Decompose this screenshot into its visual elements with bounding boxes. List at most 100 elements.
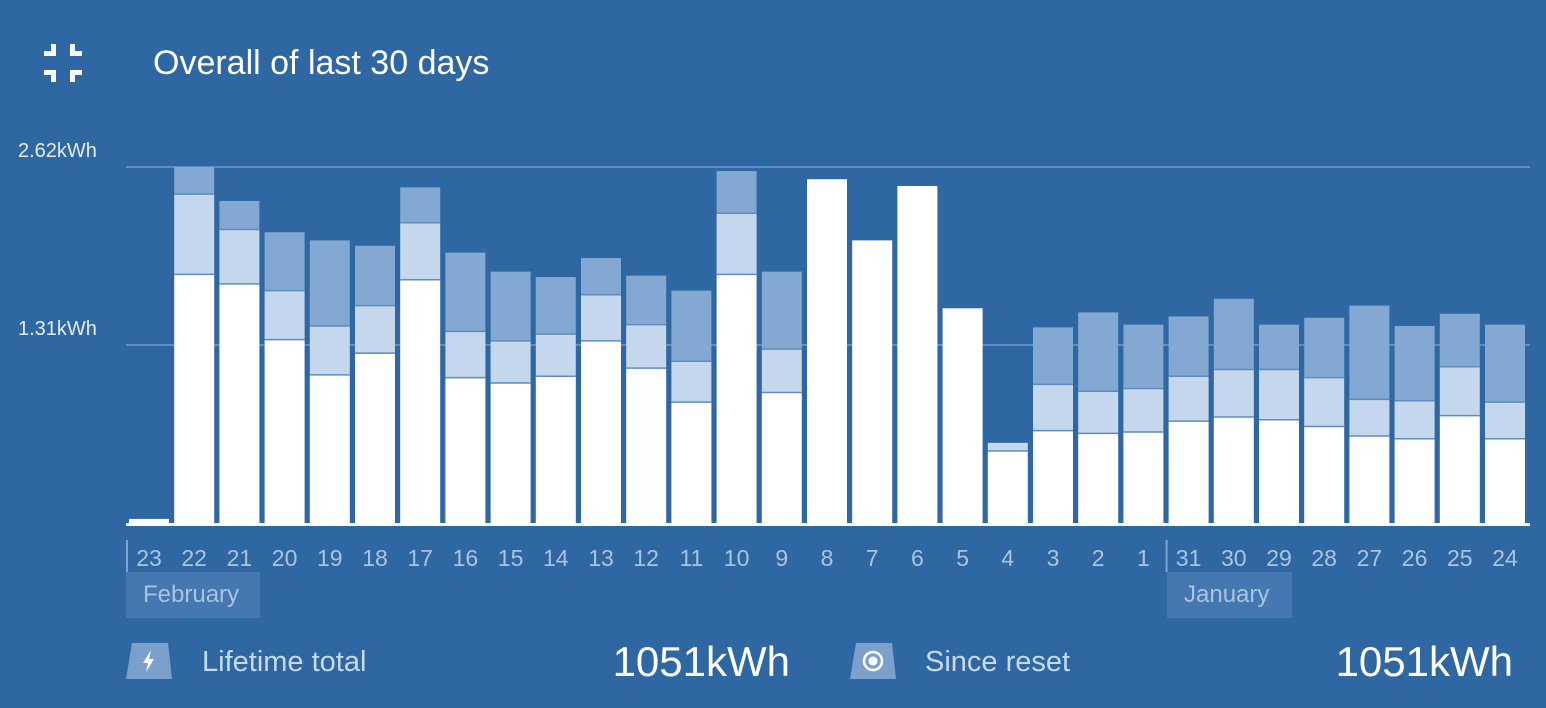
bar-segment-middle-19[interactable] [309,325,350,375]
bar-segment-top-22[interactable] [174,167,215,195]
bar-segment-bottom-22[interactable] [174,274,215,523]
bar-segment-bottom-10[interactable] [716,274,757,523]
x-tick-label-22: 22 [181,545,207,571]
bar-segment-bottom-28[interactable] [1304,426,1345,523]
bar-segment-bottom-4[interactable] [987,450,1028,523]
bar-segment-top-12[interactable] [626,275,667,325]
bar-segment-bottom-15[interactable] [490,383,531,523]
bar-segment-bottom-14[interactable] [535,376,576,523]
month-label-january: January [1167,572,1292,618]
bar-segment-middle-27[interactable] [1349,399,1390,437]
bar-segment-top-19[interactable] [309,240,350,326]
bar-segment-bottom-1[interactable] [1123,431,1164,523]
bar-segment-bottom-8[interactable] [807,179,847,523]
bar-segment-top-20[interactable] [264,232,305,291]
bar-segment-bottom-16[interactable] [445,377,486,523]
x-tick-label-13: 13 [588,545,614,571]
bar-segment-middle-1[interactable] [1123,388,1164,432]
bar-segment-middle-3[interactable] [1033,384,1073,431]
bar-segment-middle-25[interactable] [1439,366,1480,416]
bar-segment-top-9[interactable] [761,271,802,350]
x-tick-label-18: 18 [362,545,388,571]
bar-segment-middle-28[interactable] [1304,377,1345,427]
bar-segment-middle-9[interactable] [761,349,802,393]
bar-segment-bottom-2[interactable] [1078,433,1119,523]
bar-segment-top-15[interactable] [490,271,531,341]
bar-segment-bottom-23[interactable] [129,518,169,523]
bar-segment-bottom-30[interactable] [1213,417,1254,523]
x-tick-label-15: 15 [498,545,524,571]
bar-segment-top-18[interactable] [355,245,395,306]
bar-segment-top-29[interactable] [1259,324,1299,370]
bar-segment-top-26[interactable] [1394,325,1435,401]
bar-segment-middle-20[interactable] [264,290,305,340]
bar-segment-middle-2[interactable] [1078,391,1119,434]
bar-segment-bottom-11[interactable] [671,402,712,523]
bar-segment-top-25[interactable] [1439,313,1480,367]
bar-segment-bottom-5[interactable] [942,308,983,523]
bar-segment-bottom-21[interactable] [219,283,260,523]
bar-segment-bottom-3[interactable] [1033,430,1073,523]
bar-segment-middle-14[interactable] [535,334,576,377]
bar-segment-middle-13[interactable] [581,294,621,341]
bar-segment-top-27[interactable] [1349,305,1390,400]
bar-segment-bottom-26[interactable] [1394,438,1435,523]
bar-segment-middle-21[interactable] [219,229,260,284]
bar-segment-bottom-18[interactable] [355,353,395,523]
bar-segment-middle-30[interactable] [1213,369,1254,418]
x-tick-label-30: 30 [1221,545,1247,571]
x-tick-label-9: 9 [775,545,788,571]
bar-segment-top-3[interactable] [1033,327,1073,385]
bar-segment-bottom-9[interactable] [761,392,802,523]
bar-segment-middle-31[interactable] [1168,376,1209,422]
x-tick-label-1: 1 [1137,545,1150,571]
bar-segment-bottom-19[interactable] [309,374,350,523]
bar-segment-middle-11[interactable] [671,361,712,403]
collapse-icon[interactable] [40,40,86,86]
bar-segment-bottom-24[interactable] [1485,438,1525,523]
bar-segment-middle-15[interactable] [490,340,531,384]
bar-segment-top-13[interactable] [581,258,621,295]
x-tick-label-10: 10 [724,545,750,571]
bar-segment-bottom-13[interactable] [581,340,621,523]
bar-segment-middle-29[interactable] [1259,369,1299,420]
bar-segment-top-1[interactable] [1123,324,1164,389]
lifetime-total-label: Lifetime total [202,646,367,678]
bar-segment-top-14[interactable] [535,277,576,335]
x-tick-label-23: 23 [136,545,162,571]
bar-segment-bottom-20[interactable] [264,339,305,523]
bar-segment-top-2[interactable] [1078,312,1119,392]
bar-segment-top-11[interactable] [671,290,712,362]
bar-segment-bottom-31[interactable] [1168,421,1209,523]
bar-segment-middle-18[interactable] [355,305,395,354]
bar-segment-top-28[interactable] [1304,317,1345,378]
bar-segment-middle-16[interactable] [445,331,486,378]
x-tick-label-3: 3 [1047,545,1060,571]
lifetime-total-value: 1051kWh [612,638,790,685]
bar-segment-top-16[interactable] [445,252,486,332]
bar-segment-middle-22[interactable] [174,194,215,275]
bar-segment-middle-4[interactable] [987,442,1028,451]
bar-segment-top-24[interactable] [1485,324,1525,403]
bar-segment-bottom-6[interactable] [897,186,938,524]
since-reset-value: 1051kWh [1335,638,1513,685]
x-tick-label-16: 16 [453,545,479,571]
bar-segment-middle-24[interactable] [1485,402,1525,439]
bar-segment-top-31[interactable] [1168,316,1209,377]
bar-segment-top-10[interactable] [716,171,757,214]
bar-segment-middle-10[interactable] [716,213,757,275]
bar-segment-bottom-12[interactable] [626,368,667,523]
bar-segment-middle-17[interactable] [400,222,441,280]
bar-segment-bottom-25[interactable] [1439,415,1480,523]
bar-segment-top-21[interactable] [219,200,260,230]
bar-segment-top-30[interactable] [1213,298,1254,370]
x-tick-label-31: 31 [1176,545,1202,571]
bar-segment-middle-26[interactable] [1394,400,1435,439]
bar-segment-bottom-27[interactable] [1349,436,1390,523]
bar-segment-bottom-17[interactable] [400,279,441,523]
bar-segment-top-17[interactable] [400,187,441,223]
bar-segment-bottom-29[interactable] [1259,419,1299,523]
bar-segment-bottom-7[interactable] [852,240,893,524]
bar-segment-middle-12[interactable] [626,324,667,369]
